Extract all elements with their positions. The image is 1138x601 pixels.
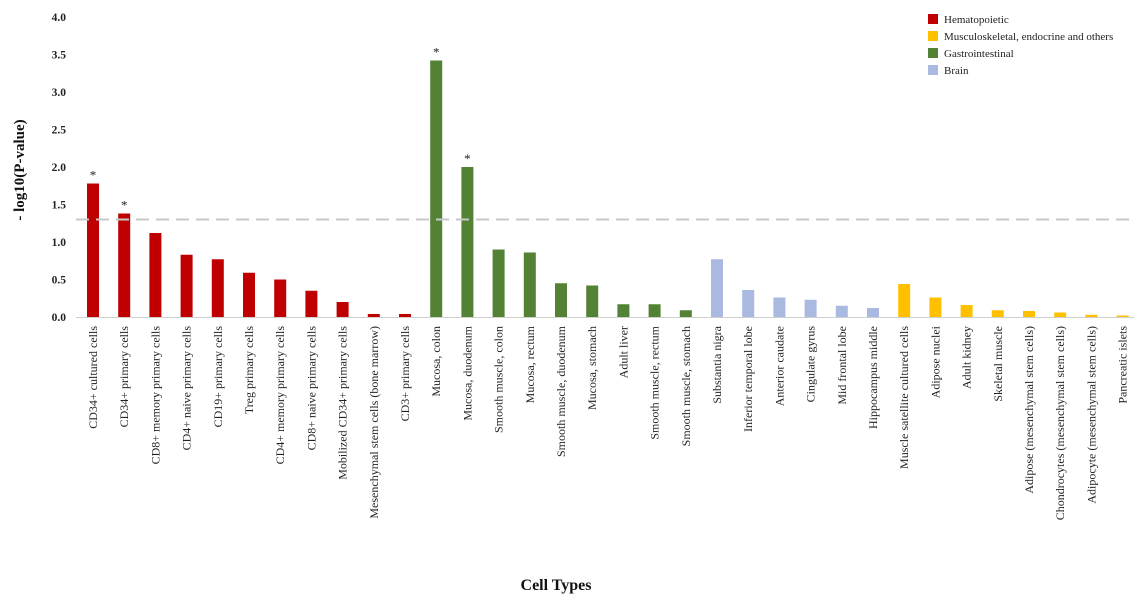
x-category-label: CD3+ primary cells [398, 326, 412, 422]
y-tick-label: 1.0 [52, 237, 67, 249]
x-category-label: Pancreatic islets [1116, 326, 1130, 404]
bar [898, 284, 911, 317]
y-tick-label: 1.5 [52, 200, 67, 212]
significance-markers: * * * * [90, 45, 471, 213]
x-category-label: Adult liver [616, 326, 630, 378]
x-category-label: Anterior caudate [772, 326, 786, 406]
bar [835, 305, 848, 317]
bar [118, 213, 131, 317]
x-axis-title: Cell Types [521, 577, 592, 594]
y-tick-label: 4.0 [52, 12, 67, 24]
bar [180, 254, 193, 317]
bar [617, 304, 630, 317]
bars-group [87, 60, 1129, 317]
x-category-label: Mucosa, colon [429, 326, 443, 397]
y-tick-label: 0.0 [52, 312, 67, 324]
x-category-label: CD34+ cultured cells [86, 326, 100, 429]
legend-label: Gastrointestinal [944, 48, 1014, 60]
bar [87, 183, 99, 317]
significance-star: * [121, 198, 128, 213]
legend-swatch [928, 31, 938, 41]
y-tick-label: 2.5 [52, 125, 67, 137]
bar [274, 279, 287, 317]
x-category-label: Smooth muscle, stomach [679, 326, 693, 446]
bar [867, 308, 879, 317]
x-category-label: Mucosa, stomach [585, 326, 599, 410]
legend-label: Brain [944, 65, 969, 77]
bar [523, 252, 536, 317]
legend-swatch [928, 65, 938, 75]
bar [586, 285, 599, 317]
bar [461, 167, 474, 317]
x-category-label: Adipose nuclei [928, 325, 942, 398]
bar [679, 310, 692, 317]
x-category-label: Smooth muscle, rectum [648, 325, 662, 439]
x-category-label: Mucosa, rectum [523, 325, 537, 403]
y-tick-label: 0.5 [52, 275, 67, 287]
x-category-label: Inferior temporal lobe [741, 326, 755, 432]
x-category-label: Smooth muscle, duodenum [554, 325, 568, 457]
x-category-label: Muscle satellite cultured cells [897, 326, 911, 469]
bar [991, 310, 1004, 317]
significance-star: * [90, 168, 97, 183]
bar [211, 259, 224, 317]
bar [430, 60, 443, 317]
bar [492, 249, 505, 317]
legend-label: Musculoskeletal, endocrine and others [944, 31, 1113, 43]
x-category-label: CD4+ naive primary cells [180, 326, 194, 451]
bar [648, 304, 661, 317]
bar [1116, 315, 1129, 317]
x-category-label: Adult kidney [960, 326, 974, 389]
bar [367, 314, 380, 317]
x-category-label: Substantia nigra [710, 325, 724, 403]
bar [1054, 312, 1067, 317]
x-category-label: CD4+ memory primary cells [273, 326, 287, 465]
x-category-label: Chondrocytes (mesenchymal stem cells) [1053, 326, 1067, 520]
bar [1023, 311, 1035, 317]
x-category-label: Mid frontal lobe [835, 326, 849, 405]
legend-swatch [928, 14, 938, 24]
x-category-label: CD8+ naive primary cells [304, 326, 318, 451]
y-tick-label: 2.0 [52, 162, 67, 174]
x-category-label: Smooth muscle, colon [492, 326, 506, 433]
significance-star: * [464, 151, 471, 166]
x-axis-category-labels: CD34+ cultured cells CD34+ primary cells C… [86, 325, 1130, 520]
x-category-label: Adipocyte (mesenchymal stem cells) [1084, 326, 1098, 504]
x-category-label: Hippocampus middle [866, 326, 880, 429]
bar [399, 314, 411, 317]
bar [305, 290, 318, 317]
legend: Hematopoietic Musculoskeletal, endocrine … [928, 14, 1113, 77]
bar [742, 290, 755, 317]
bar [711, 259, 723, 317]
bar [243, 272, 255, 317]
bar [773, 297, 786, 317]
bar [555, 283, 567, 317]
x-category-label: CD8+ memory primary cells [148, 326, 162, 465]
y-tick-label: 3.5 [52, 50, 67, 62]
x-category-label: Mucosa, duodenum [460, 325, 474, 420]
significance-star: * [433, 45, 440, 60]
bar [804, 299, 817, 317]
x-category-label: CD19+ primary cells [211, 326, 225, 428]
x-category-label: CD34+ primary cells [117, 326, 131, 428]
bar [149, 233, 162, 317]
bar [929, 297, 942, 317]
legend-swatch [928, 48, 938, 58]
legend-label: Hematopoietic [944, 14, 1009, 26]
bar [960, 305, 973, 317]
x-category-label: Treg primary cells [242, 326, 256, 415]
bar [1085, 314, 1098, 317]
bar [336, 302, 349, 317]
x-category-label: Mesenchymal stem cells (bone marrow) [367, 326, 381, 519]
x-category-label: Cingulate gyrus [804, 326, 818, 403]
x-category-label: Mobilized CD34+ primary cells [336, 326, 350, 480]
y-axis-ticks: 0.0 0.5 1.0 1.5 2.0 2.5 3.0 3.5 4.0 [52, 12, 67, 324]
x-category-label: Adipose (mesenchymal stem cells) [1022, 326, 1036, 494]
y-tick-label: 3.0 [52, 87, 67, 99]
x-category-label: Skeletal muscle [991, 326, 1005, 402]
y-axis-title: - log10(P-value) [12, 119, 28, 220]
